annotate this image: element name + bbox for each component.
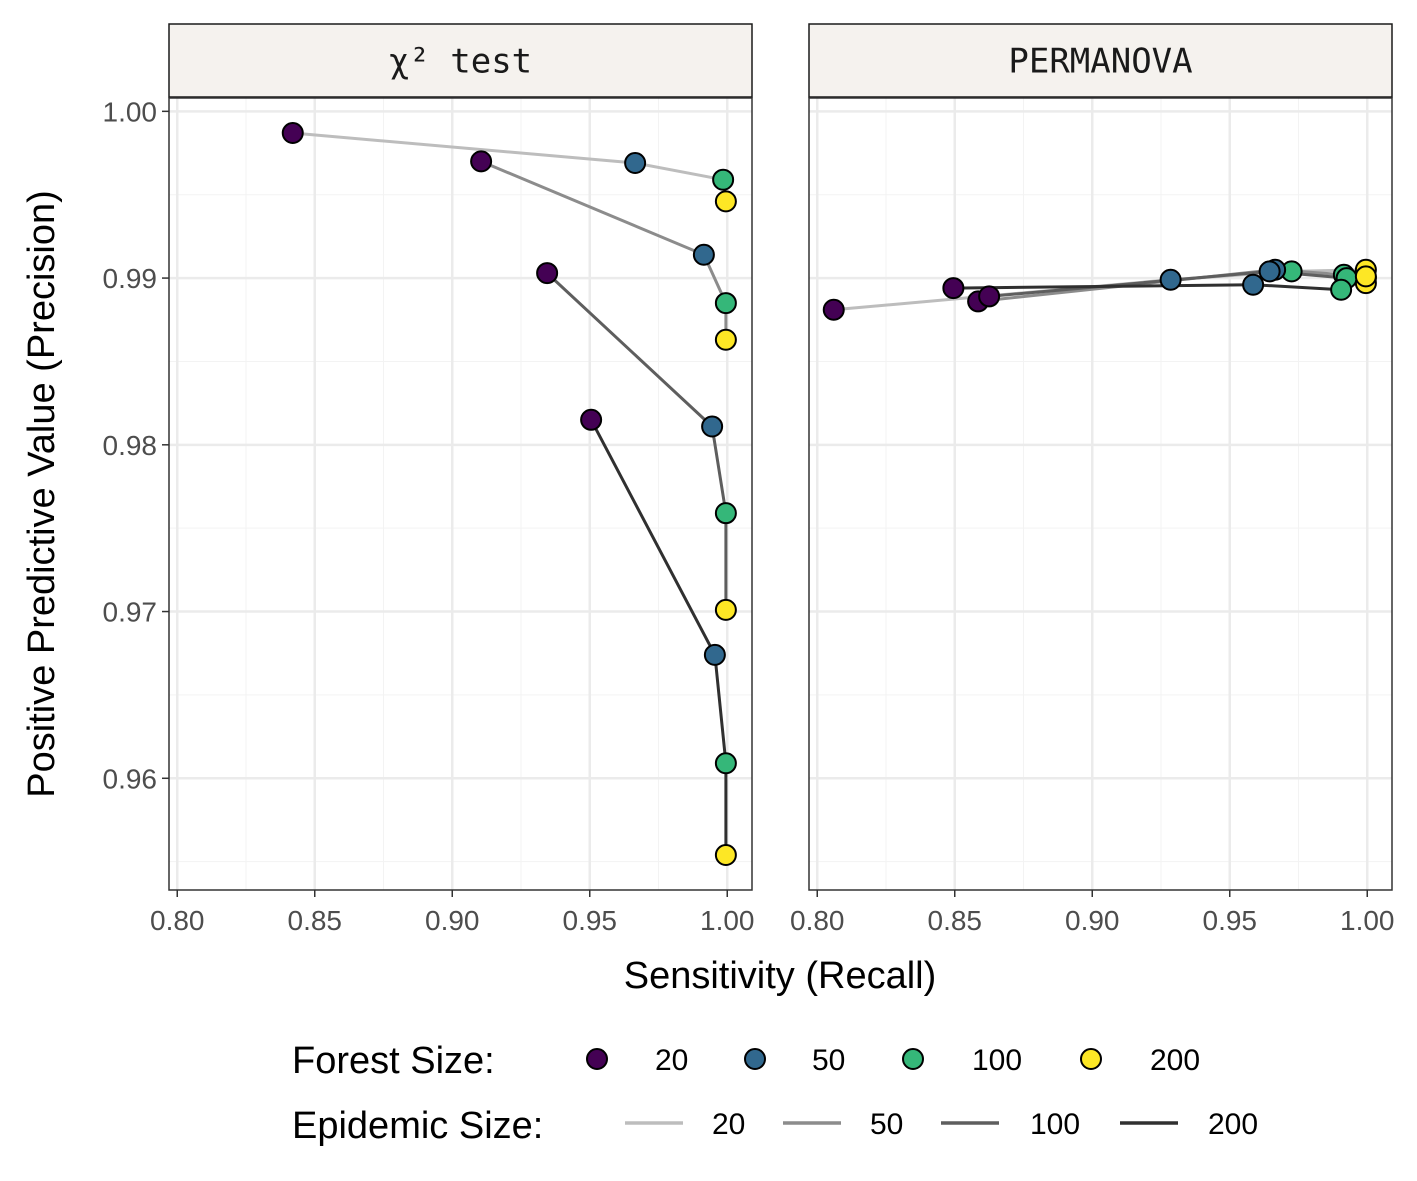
x-tick-label: 0.90 bbox=[1065, 905, 1120, 936]
data-point-forest-200 bbox=[714, 328, 737, 351]
data-point-forest-50 bbox=[624, 152, 647, 175]
panel-strip bbox=[808, 23, 1393, 98]
data-point-forest-100 bbox=[714, 292, 737, 315]
plot-background bbox=[809, 98, 1392, 890]
data-point-forest-50 bbox=[701, 415, 724, 438]
data-point-forest-50 bbox=[692, 243, 715, 266]
legend-forest-key-20 bbox=[586, 1048, 608, 1070]
legend: 20 50 100 200 20 50 100 200 bbox=[586, 1044, 1258, 1141]
data-point-forest-50 bbox=[1159, 268, 1182, 291]
x-tick-label: 0.95 bbox=[563, 905, 618, 936]
data-point-forest-20 bbox=[942, 277, 965, 300]
legend-epidemic-label: 100 bbox=[1030, 1108, 1080, 1141]
series-line-epidemic-100 bbox=[546, 272, 728, 610]
x-tick-label: 1.00 bbox=[700, 905, 755, 936]
x-tick-label: 0.95 bbox=[1203, 905, 1258, 936]
data-point-forest-100 bbox=[1330, 278, 1353, 301]
x-tick-label: 0.80 bbox=[790, 905, 845, 936]
legend-forest-key-50 bbox=[744, 1048, 766, 1070]
data-point-forest-200 bbox=[1354, 265, 1377, 288]
legend-epidemic-label: 20 bbox=[712, 1108, 745, 1141]
data-point-forest-20 bbox=[281, 122, 304, 145]
legend-forest-label: 20 bbox=[655, 1044, 688, 1077]
data-point-forest-200 bbox=[714, 190, 737, 213]
panel-2: PERMANOVA 0.80 0.85 0.90 0.95 1.00 bbox=[790, 23, 1395, 936]
series-line-epidemic-50 bbox=[480, 160, 728, 340]
panel-strip bbox=[168, 23, 753, 98]
legend-forest-label: 100 bbox=[972, 1044, 1022, 1077]
legend-epidemic-label: 50 bbox=[870, 1108, 903, 1141]
data-point-forest-100 bbox=[714, 752, 737, 775]
panel-1: χ² test 0.80 0.85 0.90 0.95 1.00 0.96 0.97 0.98 0… bbox=[103, 23, 755, 936]
data-point-forest-20 bbox=[822, 298, 845, 321]
data-point-forest-20 bbox=[580, 408, 603, 431]
legend-forest-key-100 bbox=[902, 1048, 924, 1070]
y-tick-label: 0.98 bbox=[103, 430, 158, 461]
x-tick-label: 0.90 bbox=[425, 905, 480, 936]
y-tick-label: 0.96 bbox=[103, 763, 158, 794]
data-point-forest-20 bbox=[536, 262, 559, 285]
panel-title: PERMANOVA bbox=[1008, 42, 1192, 82]
data-point-forest-50 bbox=[1242, 273, 1265, 296]
data-point-forest-100 bbox=[714, 502, 737, 525]
x-axis-title: Sensitivity (Recall) bbox=[624, 955, 937, 997]
panel-border bbox=[808, 97, 1393, 891]
legend-forest-title: Forest Size: bbox=[292, 1040, 495, 1082]
x-tick-label: 0.85 bbox=[288, 905, 343, 936]
x-tick-label: 0.80 bbox=[150, 905, 205, 936]
legend-forest-label: 200 bbox=[1150, 1044, 1200, 1077]
data-point-forest-200 bbox=[714, 843, 737, 866]
data-point-forest-20 bbox=[470, 150, 493, 173]
data-point-forest-20 bbox=[978, 285, 1001, 308]
series-line-epidemic-200 bbox=[589, 419, 728, 855]
y-axis-title: Positive Predictive Value (Precision) bbox=[21, 190, 63, 798]
legend-epidemic-title: Epidemic Size: bbox=[292, 1105, 543, 1147]
data-point-forest-100 bbox=[712, 168, 735, 191]
data-point-forest-50 bbox=[1258, 260, 1281, 283]
x-tick-label: 1.00 bbox=[1340, 905, 1395, 936]
panel-title: χ² test bbox=[389, 42, 532, 82]
legend-forest-label: 50 bbox=[812, 1044, 845, 1077]
data-point-forest-200 bbox=[714, 598, 737, 621]
panel-border bbox=[168, 97, 753, 891]
data-point-forest-50 bbox=[703, 643, 726, 666]
legend-epidemic-label: 200 bbox=[1208, 1108, 1258, 1141]
y-tick-label: 1.00 bbox=[103, 96, 158, 127]
y-tick-label: 0.97 bbox=[103, 597, 158, 628]
y-tick-label: 0.99 bbox=[103, 263, 158, 294]
legend-forest-key-200 bbox=[1080, 1048, 1102, 1070]
x-tick-label: 0.85 bbox=[928, 905, 983, 936]
plot-background bbox=[169, 98, 752, 890]
